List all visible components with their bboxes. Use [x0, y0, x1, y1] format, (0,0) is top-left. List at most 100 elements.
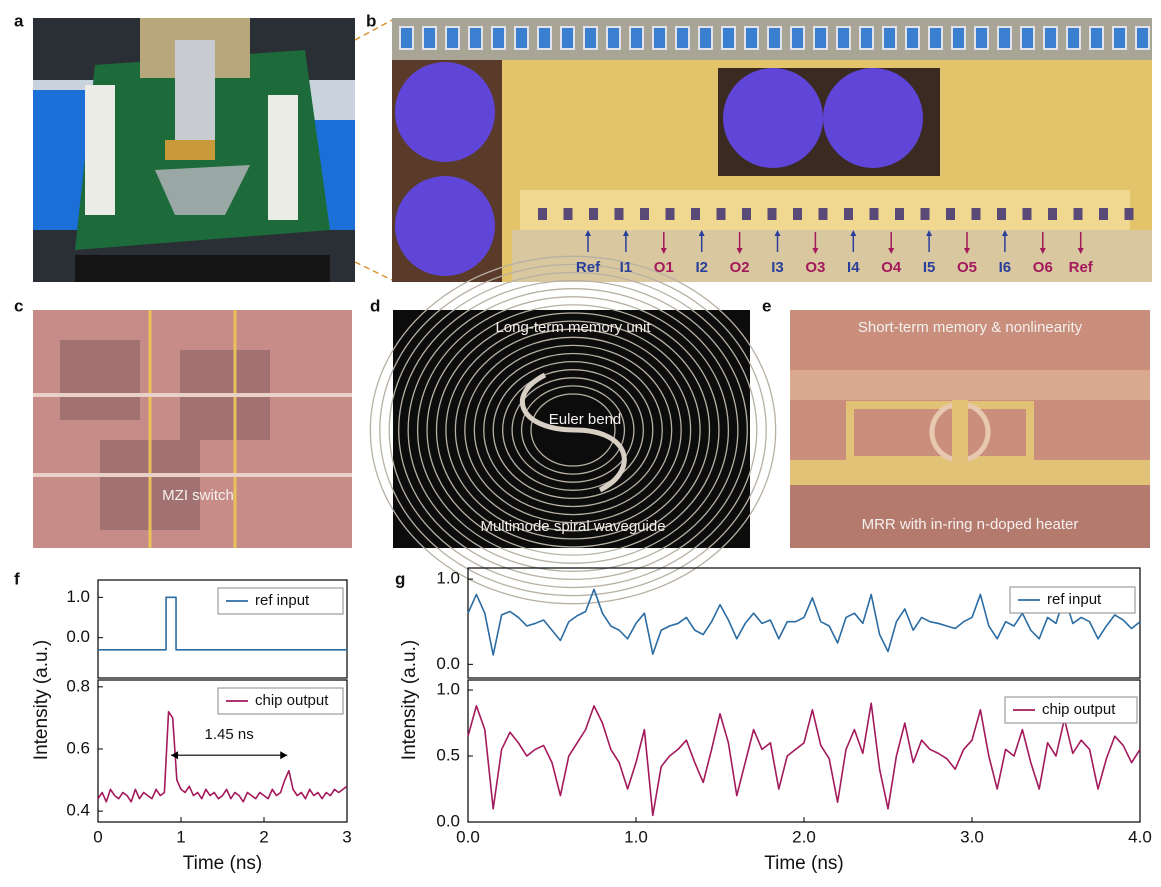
pad: [1023, 208, 1032, 220]
port-label: Ref: [1069, 259, 1094, 276]
port-label: I2: [695, 259, 708, 276]
port-label: I1: [620, 259, 633, 276]
photo-caption: Euler bend: [549, 411, 622, 428]
photo-b: [392, 18, 1152, 282]
pad: [742, 208, 751, 220]
pad: [768, 27, 781, 49]
port-label: O1: [654, 259, 674, 276]
pad: [561, 27, 574, 49]
pad: [1125, 208, 1134, 220]
pad: [589, 208, 598, 220]
panel-label: d: [370, 296, 380, 315]
y-axis-label: Intensity (a.u.): [399, 640, 420, 760]
panel-label: e: [762, 296, 771, 315]
photo-caption: MRR with in-ring n-doped heater: [862, 516, 1079, 533]
port-label: O3: [805, 259, 825, 276]
pad: [929, 27, 942, 49]
panel-label: b: [366, 11, 376, 30]
pad: [640, 208, 649, 220]
pad: [630, 27, 643, 49]
pad: [653, 27, 666, 49]
x-tick-label: 3.0: [960, 827, 984, 846]
x-axis-label: Time (ns): [183, 853, 263, 874]
pad: [1136, 27, 1149, 49]
pad: [998, 27, 1011, 49]
pad: [997, 208, 1006, 220]
port-label: O4: [881, 259, 902, 276]
legend-label: ref input: [1047, 591, 1102, 608]
pad: [946, 208, 955, 220]
y-axis-label: Intensity (a.u.): [31, 640, 52, 760]
photo-a: [33, 18, 355, 282]
pad: [1090, 27, 1103, 49]
port-label: I3: [771, 259, 784, 276]
pad: [515, 27, 528, 49]
pad: [895, 208, 904, 220]
port-label: Ref: [576, 259, 601, 276]
pad: [745, 27, 758, 49]
pad: [975, 27, 988, 49]
pad: [819, 208, 828, 220]
pad: [564, 208, 573, 220]
pad: [423, 27, 436, 49]
pad: [814, 27, 827, 49]
pad: [615, 208, 624, 220]
panel-label: f: [14, 569, 20, 588]
legend-label: chip output: [1042, 701, 1116, 718]
x-tick-label: 2.0: [792, 827, 816, 846]
pad: [691, 208, 700, 220]
panel-label: c: [14, 296, 23, 315]
port-label: I6: [999, 259, 1012, 276]
x-tick-label: 0: [93, 827, 102, 846]
pad: [883, 27, 896, 49]
y-tick-label: 1.0: [436, 569, 460, 588]
pad: [538, 27, 551, 49]
x-axis-label: Time (ns): [764, 853, 844, 874]
x-tick-label: 1.0: [624, 827, 648, 846]
port-label: O5: [957, 259, 977, 276]
photo-caption: Multimode spiral waveguide: [480, 518, 665, 535]
pad: [717, 208, 726, 220]
port-label: O6: [1033, 259, 1053, 276]
pad: [793, 208, 802, 220]
pad: [584, 27, 597, 49]
pad: [952, 27, 965, 49]
pad: [666, 208, 675, 220]
pad: [791, 27, 804, 49]
pad: [400, 27, 413, 49]
port-label: O2: [730, 259, 750, 276]
y-tick-label: 0.0: [436, 654, 460, 673]
pad: [492, 27, 505, 49]
pad: [676, 27, 689, 49]
x-tick-label: 0.0: [456, 827, 480, 846]
pad: [972, 208, 981, 220]
photo-d: [370, 256, 775, 603]
photo-e: [790, 310, 1150, 548]
photo-caption: Long-term memory unit: [495, 319, 651, 336]
y-tick-label: 1.0: [436, 680, 460, 699]
pad: [1048, 208, 1057, 220]
arrow-head: [280, 751, 287, 759]
panel-label: a: [14, 11, 24, 30]
pad: [870, 208, 879, 220]
x-tick-label: 4.0: [1128, 827, 1152, 846]
zoom-line: [355, 262, 392, 280]
y-tick-label: 0.8: [66, 676, 90, 695]
panel-label: g: [395, 569, 405, 588]
photo-caption: Short-term memory & nonlinearity: [858, 319, 1083, 336]
pad: [1113, 27, 1126, 49]
pad: [699, 27, 712, 49]
pad: [906, 27, 919, 49]
photo-c: [33, 310, 352, 548]
port-label: I5: [923, 259, 936, 276]
x-tick-label: 3: [342, 827, 351, 846]
port-label: I4: [847, 259, 860, 276]
pad: [768, 208, 777, 220]
photo-caption: MZI switch: [162, 487, 234, 504]
figure: a b c d e f g MZI switch Long-term memor…: [0, 0, 1161, 887]
y-tick-label: 0.6: [66, 738, 90, 757]
pad: [1044, 27, 1057, 49]
pad: [446, 27, 459, 49]
pad: [722, 27, 735, 49]
y-tick-label: 0.4: [66, 801, 90, 820]
